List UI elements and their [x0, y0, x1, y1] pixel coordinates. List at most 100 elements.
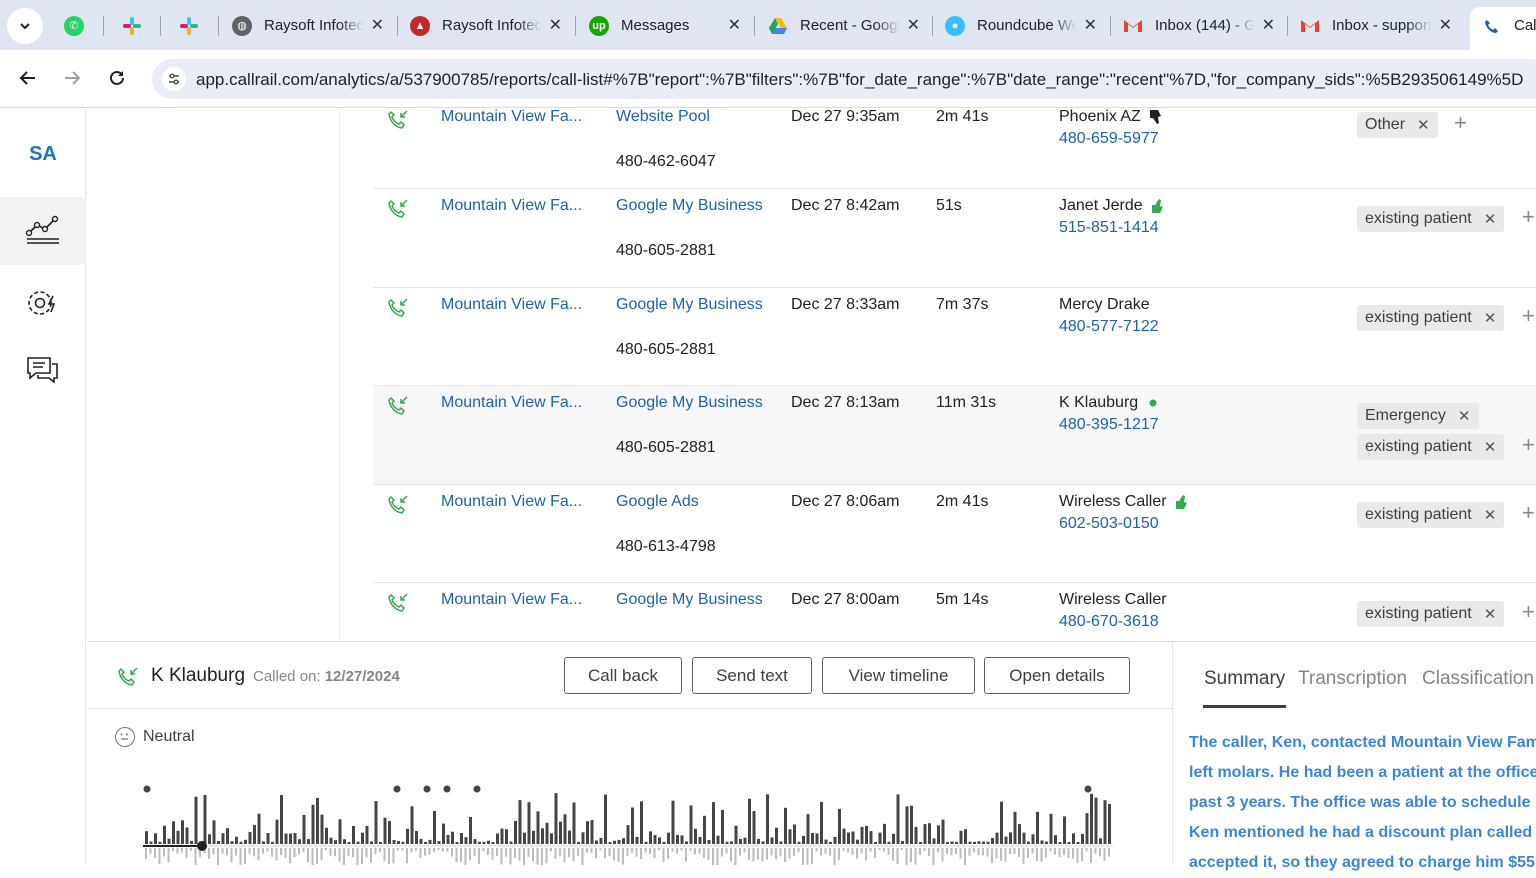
tab-roundcube[interactable]: ● Roundcube Webmail ✕ — [945, 7, 1097, 44]
close-tab-icon[interactable]: ✕ — [906, 17, 920, 34]
tab-slack-2[interactable] — [179, 7, 201, 44]
tab-title: Call — [1514, 17, 1536, 34]
call-row[interactable]: Mountain View Fa... Website Pool 480-462-6… — [373, 100, 1536, 189]
site-info-icon[interactable] — [162, 67, 186, 91]
company-link[interactable]: Mountain View Fa... — [441, 197, 583, 214]
caller-phone-link[interactable]: 480-395-1217 — [1059, 416, 1159, 433]
audio-waveform[interactable] — [143, 782, 1113, 865]
remove-tag-icon[interactable]: ✕ — [1483, 507, 1497, 524]
sidebar-item-analytics[interactable] — [0, 197, 86, 265]
tab-whatsapp[interactable]: ✆ — [64, 7, 86, 44]
add-tag-icon[interactable]: + — [1522, 432, 1535, 457]
remove-tag-icon[interactable]: ✕ — [1417, 117, 1430, 134]
remove-tag-icon[interactable]: ✕ — [1483, 439, 1497, 456]
close-tab-icon[interactable]: ✕ — [370, 17, 384, 34]
source-link[interactable]: Google My Business — [616, 296, 763, 313]
tab-classification[interactable]: Classification — [1422, 668, 1534, 689]
close-tab-icon[interactable]: ✕ — [1438, 17, 1452, 34]
company-link[interactable]: Mountain View Fa... — [441, 108, 583, 125]
close-tab-icon[interactable]: ✕ — [1261, 17, 1275, 34]
caller-phone-link[interactable]: 515-851-1414 — [1059, 219, 1159, 236]
remove-tag-icon[interactable]: ✕ — [1483, 606, 1497, 623]
caller-name-text: K Klauburg — [1059, 394, 1139, 411]
tab-messages[interactable]: up Messages ✕ — [589, 7, 741, 44]
call-date: Dec 27 8:00am — [791, 591, 900, 608]
sidebar-item-conversations[interactable] — [0, 337, 86, 405]
thumbs-up-icon[interactable] — [1173, 493, 1191, 511]
call-row[interactable]: Mountain View Fa... Google Ads 480-613-479… — [373, 485, 1536, 583]
tag-label: existing patient — [1365, 605, 1472, 622]
graduation-cap-icon: ▲ — [410, 15, 430, 36]
call-row[interactable]: Mountain View Fa... Google My Business 480… — [373, 386, 1536, 485]
add-tag-icon[interactable]: + — [1522, 599, 1535, 624]
gmail-icon — [1123, 16, 1143, 36]
tab-raysoft-2[interactable]: ▲ Raysoft Infotech ✕ — [410, 7, 562, 44]
company-link[interactable]: Mountain View Fa... — [441, 296, 583, 313]
add-tag-icon[interactable]: + — [1522, 303, 1535, 328]
add-tag-icon[interactable]: + — [1522, 500, 1535, 525]
forward-arrow-icon — [65, 71, 81, 85]
view-timeline-button[interactable]: View timeline — [822, 657, 975, 694]
source-link[interactable]: Google My Business — [616, 197, 763, 214]
source-link[interactable]: Website Pool — [616, 108, 710, 125]
thumbs-up-icon[interactable] — [1149, 197, 1167, 215]
tag-chip: existing patient ✕ — [1357, 502, 1505, 528]
globe-icon: ◍ — [232, 15, 252, 36]
tab-title: Raysoft Infotech — [442, 17, 542, 34]
company-link[interactable]: Mountain View Fa... — [441, 591, 583, 608]
incoming-call-icon — [118, 667, 138, 686]
green-dot-icon[interactable] — [1144, 394, 1162, 412]
playhead[interactable] — [197, 841, 207, 851]
summary-line: past 3 years. The office was able to sch… — [1189, 794, 1536, 811]
caller-name-text: Phoenix AZ — [1059, 108, 1141, 125]
tab-callrail-active[interactable]: Call — [1470, 7, 1536, 50]
close-tab-icon[interactable]: ✕ — [727, 17, 741, 34]
call-back-button[interactable]: Call back — [564, 657, 682, 694]
call-date: Dec 27 8:42am — [791, 197, 900, 214]
send-text-button[interactable]: Send text — [692, 657, 812, 694]
source-link[interactable]: Google Ads — [616, 493, 699, 510]
call-row[interactable]: Mountain View Fa... Google My Business 480… — [373, 189, 1536, 288]
summary-line: Ken mentioned he had a discount plan cal… — [1189, 824, 1536, 841]
source-link[interactable]: Google My Business — [616, 394, 763, 411]
tab-raysoft-1[interactable]: ◍ Raysoft Infotech ✕ — [232, 7, 384, 44]
tab-gmail-2[interactable]: Inbox - support ✕ — [1300, 7, 1452, 44]
source-link[interactable]: Google My Business — [616, 591, 763, 608]
address-bar[interactable]: app.callrail.com/analytics/a/537900785/r… — [152, 59, 1536, 99]
reload-button[interactable] — [101, 62, 133, 94]
remove-tag-icon[interactable]: ✕ — [1483, 310, 1497, 327]
add-tag-icon[interactable]: + — [1522, 204, 1535, 229]
caller-phone-link[interactable]: 480-659-5977 — [1059, 130, 1159, 147]
tab-summary[interactable]: Summary — [1204, 668, 1286, 689]
thumbs-down-icon[interactable] — [1147, 108, 1165, 126]
close-tab-icon[interactable]: ✕ — [1083, 17, 1097, 34]
tag-chip: Other ✕ — [1357, 112, 1438, 138]
tab-gmail-1[interactable]: Inbox (144) - Gmail ✕ — [1123, 7, 1275, 44]
tag-chip: Emergency ✕ — [1357, 403, 1479, 429]
call-duration: 7m 37s — [936, 296, 989, 313]
close-tab-icon[interactable]: ✕ — [548, 17, 562, 34]
incoming-call-icon — [388, 298, 408, 317]
neutral-face-icon — [115, 727, 135, 747]
open-details-button[interactable]: Open details — [984, 657, 1130, 694]
caller-phone-link[interactable]: 480-670-3618 — [1059, 613, 1159, 630]
tab-slack-1[interactable] — [122, 7, 144, 44]
tab-transcription[interactable]: Transcription — [1298, 668, 1408, 689]
account-initials[interactable]: SA — [29, 143, 57, 165]
call-row[interactable]: Mountain View Fa... Google My Business Dec… — [373, 583, 1536, 653]
forward-button[interactable] — [56, 62, 88, 94]
remove-tag-icon[interactable]: ✕ — [1483, 211, 1497, 228]
company-link[interactable]: Mountain View Fa... — [441, 394, 583, 411]
caller-name: Mercy Drake — [1059, 296, 1150, 314]
call-row[interactable]: Mountain View Fa... Google My Business 480… — [373, 288, 1536, 386]
back-button[interactable] — [12, 62, 44, 94]
tab-google-drive[interactable]: Recent - Google Drive ✕ — [768, 7, 920, 44]
remove-tag-icon[interactable]: ✕ — [1457, 408, 1471, 425]
incoming-call-icon — [388, 110, 408, 129]
add-tag-icon[interactable]: + — [1454, 110, 1467, 135]
sidebar-item-settings[interactable] — [0, 269, 86, 337]
caller-phone-link[interactable]: 480-577-7122 — [1059, 318, 1159, 335]
caller-phone-link[interactable]: 602-503-0150 — [1059, 515, 1159, 532]
company-link[interactable]: Mountain View Fa... — [441, 493, 583, 510]
tab-search-button[interactable] — [7, 8, 43, 44]
